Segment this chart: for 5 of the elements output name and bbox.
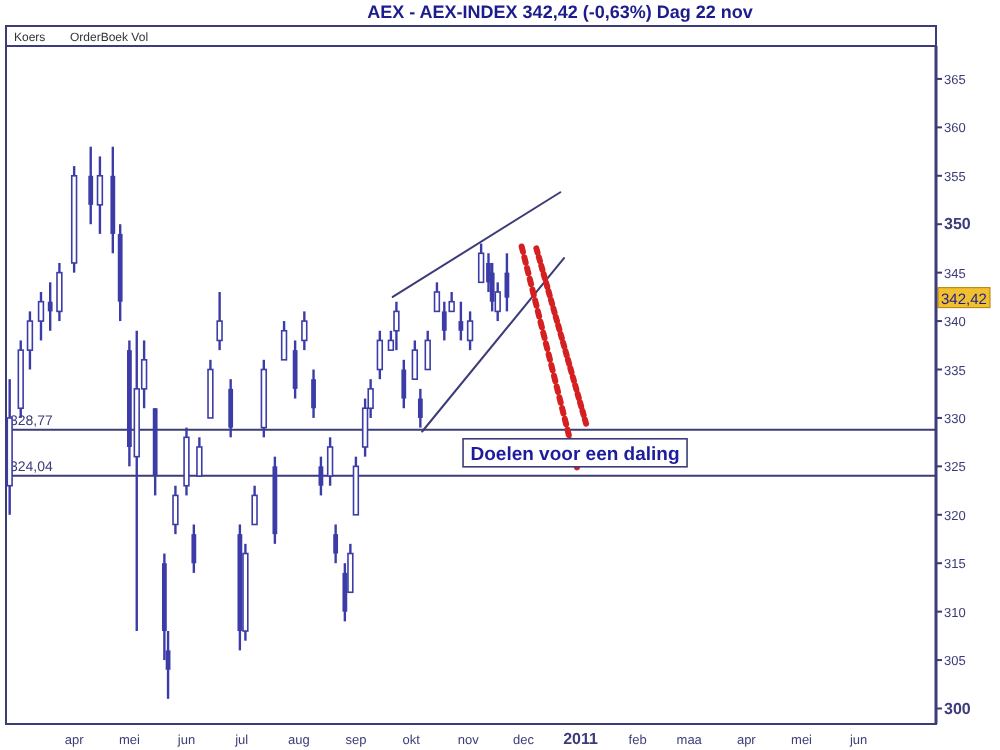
chart-title: AEX - AEX-INDEX 342,42 (-0,63%) Dag 22 nov [367, 2, 753, 22]
annotation: Doelen voor een daling [470, 443, 680, 466]
x-tick-label: 2011 [563, 730, 600, 748]
y-tick-label: 300 [944, 699, 972, 718]
y-tick-label: 350 [944, 215, 972, 234]
